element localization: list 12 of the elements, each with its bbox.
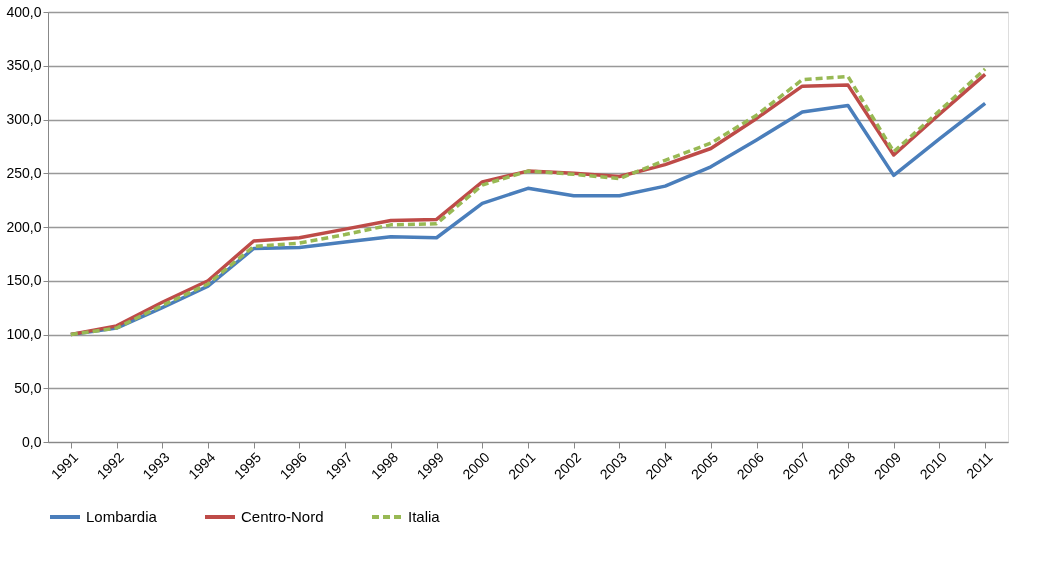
y-tick-label: 400,0 [6, 3, 42, 20]
y-tick-label: 150,0 [6, 272, 42, 289]
y-tick-label: 0,0 [22, 433, 42, 450]
y-tick-label: 300,0 [6, 111, 42, 127]
y-tick-label: 100,0 [6, 326, 42, 342]
y-tick-label: 200,0 [6, 218, 42, 235]
y-tick-label: 50,0 [14, 379, 42, 396]
y-tick-label: 250,0 [6, 164, 42, 181]
legend-label: Centro-Nord [241, 508, 324, 525]
legend-label: Lombardia [86, 508, 158, 525]
legend-label: Italia [408, 508, 441, 525]
y-tick-label: 350,0 [6, 57, 42, 74]
